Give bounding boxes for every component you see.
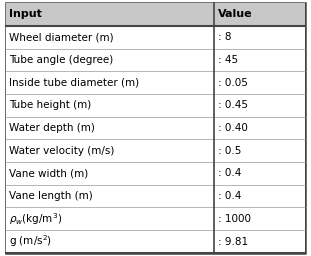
Text: : 9.81: : 9.81 [218,237,248,247]
Text: g (m/s$^2$): g (m/s$^2$) [9,234,53,249]
Bar [6,185,305,208]
Text: Vane length (m): Vane length (m) [9,191,93,201]
Text: Water velocity (m/s): Water velocity (m/s) [9,146,115,156]
Text: Tube height (m): Tube height (m) [9,100,91,110]
Bar [6,48,305,71]
Text: : 0.05: : 0.05 [218,78,248,88]
Text: Water depth (m): Water depth (m) [9,123,95,133]
Text: : 0.45: : 0.45 [218,100,248,110]
Text: Tube angle (degree): Tube angle (degree) [9,55,114,65]
Text: $\rho_w$(kg/m$^3$): $\rho_w$(kg/m$^3$) [9,211,63,227]
Text: : 0.4: : 0.4 [218,168,241,178]
Bar [6,162,305,185]
Bar [6,139,305,162]
Text: Input: Input [9,9,42,19]
Text: : 0.5: : 0.5 [218,146,241,156]
Text: Value: Value [218,9,252,19]
Bar [6,94,305,117]
Bar [6,26,305,48]
Bar [6,3,305,26]
Text: Wheel diameter (m): Wheel diameter (m) [9,32,114,42]
Bar [6,117,305,139]
Text: Inside tube diameter (m): Inside tube diameter (m) [9,78,139,88]
Text: : 45: : 45 [218,55,238,65]
Bar [6,71,305,94]
Text: : 0.4: : 0.4 [218,191,241,201]
Text: : 0.40: : 0.40 [218,123,248,133]
Text: Vane width (m): Vane width (m) [9,168,89,178]
Text: : 1000: : 1000 [218,214,251,224]
Text: : 8: : 8 [218,32,231,42]
Bar [6,208,305,230]
Bar [6,230,305,253]
